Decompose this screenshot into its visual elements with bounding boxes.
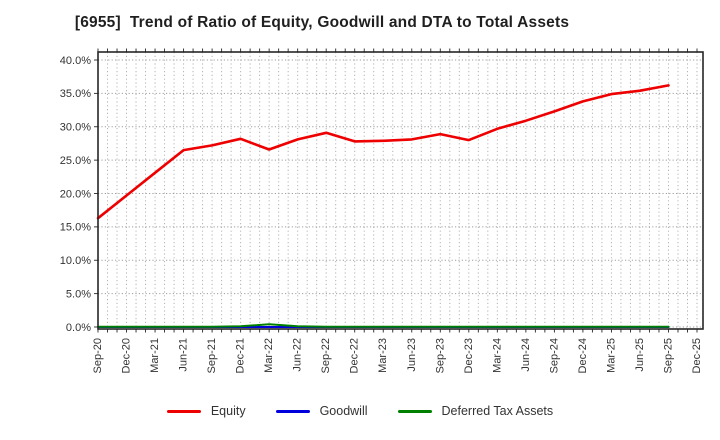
y-tick-label: 5.0% bbox=[66, 288, 91, 300]
x-tick-label: Dec-22 bbox=[349, 338, 361, 373]
goodwill-line-swatch bbox=[275, 409, 310, 413]
x-tick-label: Jun-23 bbox=[406, 338, 418, 372]
legend-label-equity: Equity bbox=[210, 404, 246, 418]
y-tick-label: 0.0% bbox=[66, 322, 91, 334]
x-tick-label: Mar-22 bbox=[263, 338, 275, 373]
x-tick-label: Mar-25 bbox=[605, 338, 617, 373]
x-tick-label: Dec-24 bbox=[577, 338, 589, 373]
legend-item-dta: Deferred Tax Assets bbox=[397, 404, 554, 418]
x-tick-label: Jun-25 bbox=[634, 338, 646, 372]
legend-item-goodwill: Goodwill bbox=[275, 404, 368, 418]
x-tick-label: Dec-23 bbox=[463, 338, 475, 373]
y-tick-label: 35.0% bbox=[60, 88, 91, 100]
x-tick-label: Sep-21 bbox=[206, 338, 218, 373]
deferred-tax-assets-line-swatch bbox=[397, 409, 432, 413]
x-tick-label: Dec-21 bbox=[235, 338, 247, 373]
x-tick-label: Dec-20 bbox=[121, 338, 133, 373]
x-tick-label: Dec-25 bbox=[691, 338, 703, 373]
y-tick-label: 40.0% bbox=[60, 55, 91, 67]
y-tick-label: 30.0% bbox=[60, 122, 91, 134]
x-tick-label: Mar-23 bbox=[377, 338, 389, 373]
x-tick-label: Jun-21 bbox=[178, 338, 190, 372]
x-tick-label: Jun-24 bbox=[520, 338, 532, 372]
y-tick-label: 15.0% bbox=[60, 222, 91, 234]
x-tick-label: Mar-24 bbox=[491, 338, 503, 373]
x-tick-label: Jun-22 bbox=[292, 338, 304, 372]
equity-line-swatch bbox=[166, 409, 201, 413]
legend-label-goodwill: Goodwill bbox=[319, 404, 368, 418]
x-tick-label: Sep-23 bbox=[434, 338, 446, 373]
y-tick-label: 20.0% bbox=[60, 188, 91, 200]
legend-label-dta: Deferred Tax Assets bbox=[441, 404, 554, 418]
chart-title: [6955] Trend of Ratio of Equity, Goodwil… bbox=[74, 14, 570, 31]
legend-item-equity: Equity bbox=[166, 404, 246, 418]
y-tick-label: 10.0% bbox=[60, 255, 91, 267]
x-tick-label: Sep-24 bbox=[548, 338, 560, 373]
x-tick-label: Sep-22 bbox=[320, 338, 332, 373]
legend: Equity Goodwill Deferred Tax Assets bbox=[0, 404, 720, 418]
x-tick-label: Sep-25 bbox=[662, 338, 674, 373]
x-tick-label: Mar-21 bbox=[149, 338, 161, 373]
x-tick-label: Sep-20 bbox=[92, 338, 104, 373]
y-tick-label: 25.0% bbox=[60, 155, 91, 167]
